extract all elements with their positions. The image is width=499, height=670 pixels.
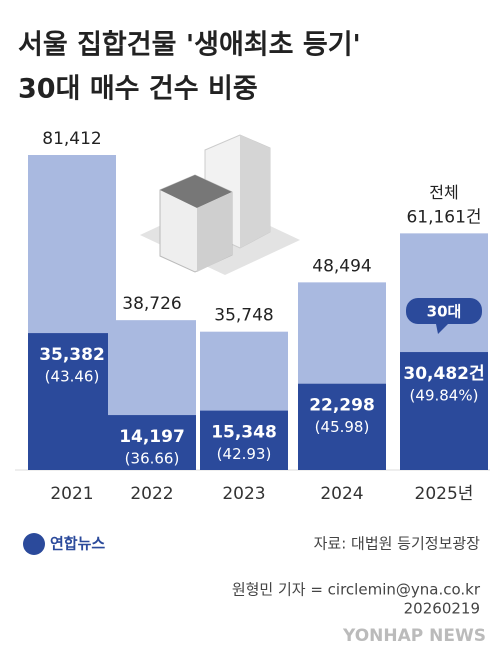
x-tick-label: 2021 <box>50 484 93 504</box>
logo-icon <box>23 533 45 555</box>
bar <box>298 383 386 470</box>
segment-label: 15,348 <box>211 423 277 443</box>
legend-total: 전체 <box>429 183 458 202</box>
segment-label: 22,298 <box>309 396 375 416</box>
x-tick-label: 2024 <box>320 484 363 504</box>
title-line: 30대 매수 건수 비중 <box>18 74 258 105</box>
title-line: 서울 집합건물 '생애최초 등기' <box>18 30 361 61</box>
total-label: 81,412 <box>42 129 101 149</box>
x-tick-label: 2022 <box>130 484 173 504</box>
watermark: YONHAP NEWS <box>342 626 486 646</box>
source-text: 자료: 대법원 등기정보광장 <box>314 535 481 553</box>
bar <box>200 410 288 470</box>
share-label: (45.98) <box>315 418 370 436</box>
total-label: 48,494 <box>312 256 371 276</box>
segment-label: 14,197 <box>119 427 185 447</box>
credit: 원형민 기자 = circlemin@yna.co.kr <box>232 581 481 599</box>
date: 20260219 <box>404 600 480 618</box>
bar <box>108 415 196 470</box>
building-illustration <box>140 134 300 275</box>
share-label: (49.84%) <box>410 387 479 405</box>
segment-label: 35,382 <box>39 345 105 365</box>
total-label: 61,161건 <box>406 207 481 227</box>
legend-30s: 30대 <box>427 303 462 321</box>
bar <box>28 333 116 470</box>
bar <box>400 352 488 470</box>
share-label: (36.66) <box>125 450 180 468</box>
share-label: (42.93) <box>217 445 272 463</box>
x-tick-label: 2023 <box>222 484 265 504</box>
x-tick-label: 2025년 <box>415 484 474 504</box>
total-label: 35,748 <box>214 306 273 326</box>
segment-label: 30,482건 <box>403 364 484 384</box>
total-label: 38,726 <box>122 294 181 314</box>
legend-bubble <box>406 298 482 334</box>
share-label: (43.46) <box>45 368 100 386</box>
logo: 연합뉴스 <box>50 535 105 553</box>
